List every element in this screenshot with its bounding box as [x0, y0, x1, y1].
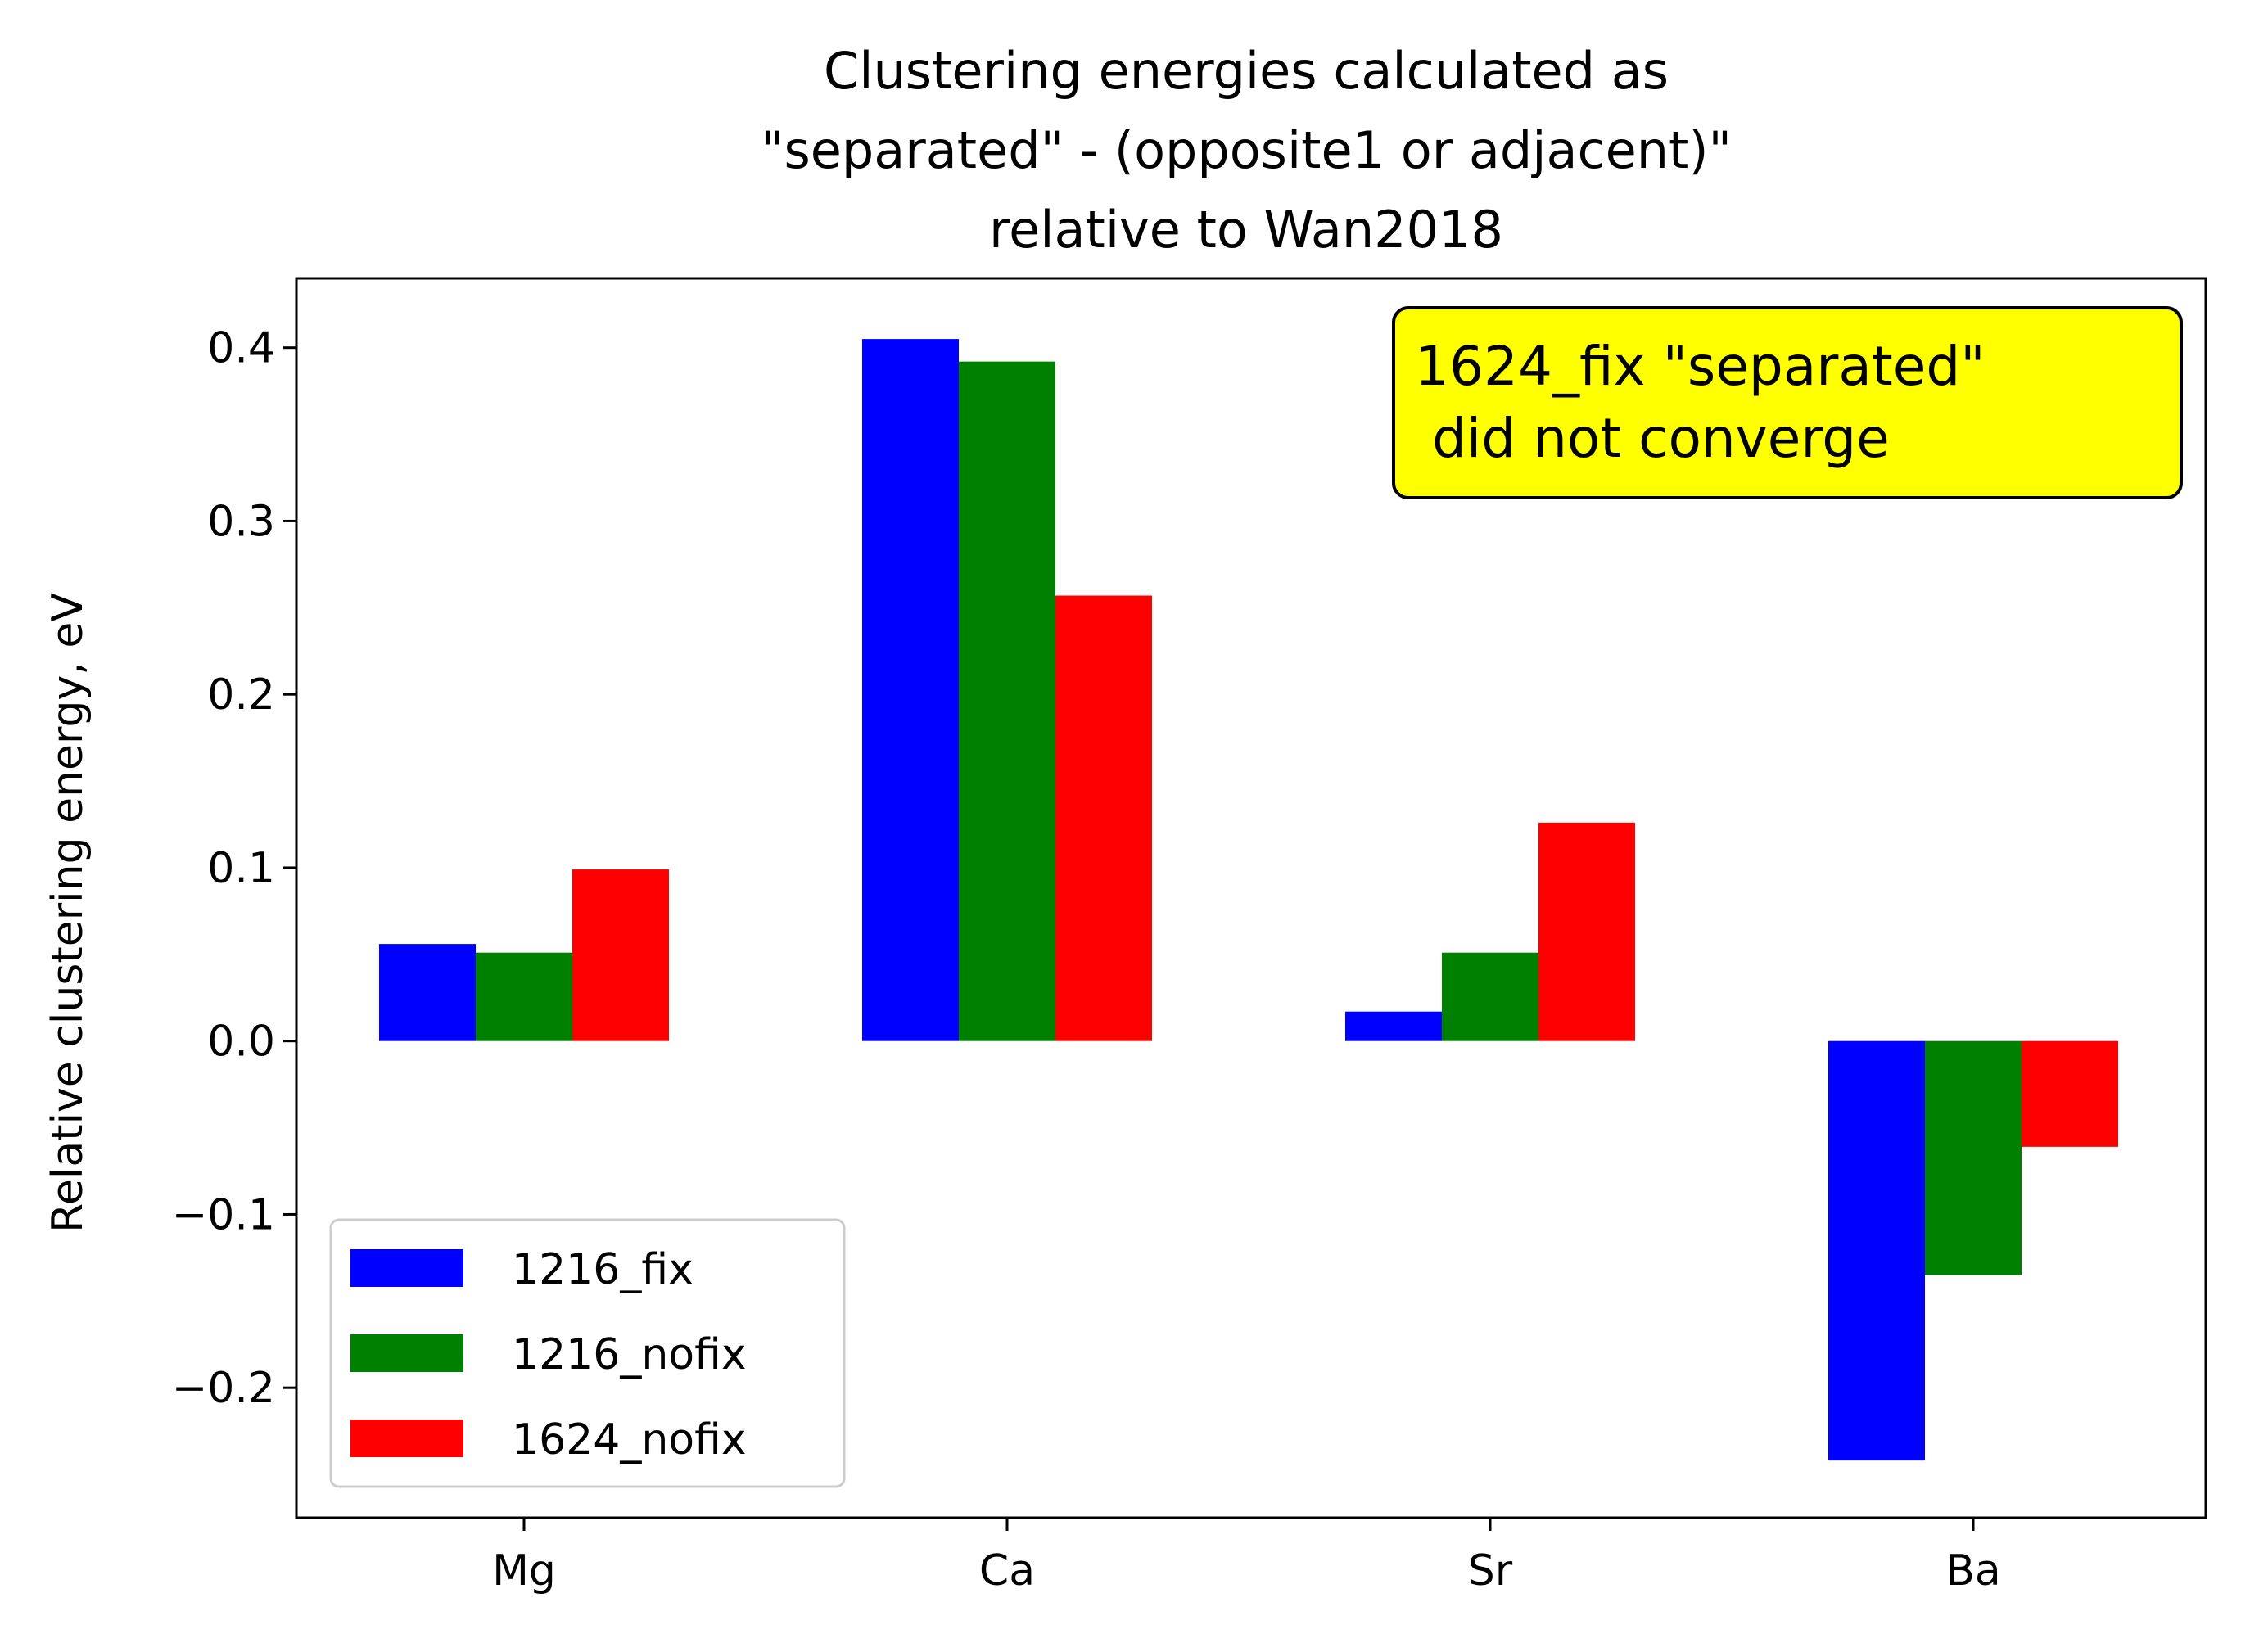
bar-1216_nofix-Mg: [476, 952, 572, 1041]
chart-title: Clustering energies calculated as "separ…: [761, 41, 1732, 260]
y-tick-label: 0.1: [207, 844, 275, 893]
bar-1624_nofix-Sr: [1538, 822, 1635, 1041]
bar-1624_nofix-Mg: [572, 869, 669, 1041]
bar-1216_nofix-Ca: [959, 361, 1055, 1041]
annotation-line-2: did not converge: [1415, 407, 1890, 470]
chart-title-line-2: "separated" - (opposite1 or adjacent)": [761, 120, 1732, 180]
legend: 1216_fix 1216_nofix 1624_nofix: [329, 1218, 846, 1488]
annotation-background: [1392, 306, 2183, 499]
bars: [379, 339, 2118, 1461]
legend-swatch-1624_nofix: [350, 1420, 463, 1457]
y-tick-label: 0.2: [207, 670, 275, 720]
x-tick-label: Ca: [979, 1546, 1035, 1596]
chart-title-line-3: relative to Wan2018: [989, 200, 1503, 260]
annotation-box: 1624_fix "separated" did not converge: [1392, 306, 2183, 499]
legend-label: 1624_nofix: [512, 1415, 747, 1465]
y-tick-label: 0.3: [207, 497, 275, 546]
legend-items: 1216_fix 1216_nofix 1624_nofix: [350, 1245, 747, 1465]
y-ticks: −0.2 −0.1 0.0 0.1 0.2 0.3 0.4: [172, 324, 296, 1413]
legend-swatch-1216_fix: [350, 1249, 463, 1287]
plot-frame: [295, 277, 2207, 1519]
legend-swatch-1216_nofix: [350, 1334, 463, 1372]
annotation-line-1: 1624_fix "separated": [1415, 335, 1986, 398]
chart-title-line-1: Clustering energies calculated as: [824, 41, 1669, 101]
y-tick-label: −0.1: [172, 1190, 275, 1239]
x-ticks: Mg Ca Sr Ba: [492, 1518, 2001, 1596]
y-tick-label: 0.4: [207, 324, 275, 373]
bar-1216_fix-Ca: [862, 339, 959, 1041]
bar-1216_fix-Sr: [1345, 1011, 1442, 1041]
y-tick-label: 0.0: [207, 1018, 275, 1067]
y-tick-label: −0.2: [172, 1364, 275, 1413]
bar-1624_nofix-Ca: [1055, 595, 1152, 1041]
bar-1216_nofix-Ba: [1925, 1040, 2022, 1275]
bar-1624_nofix-Ba: [2022, 1040, 2118, 1147]
x-tick-label: Sr: [1468, 1546, 1513, 1596]
bar-1216_fix-Ba: [1828, 1040, 1925, 1461]
y-axis-label: Relative clustering energy, eV: [43, 593, 93, 1233]
x-tick-label: Mg: [492, 1546, 556, 1596]
bar-1216_fix-Mg: [379, 944, 476, 1041]
bar-1216_nofix-Sr: [1442, 952, 1538, 1041]
x-tick-label: Ba: [1945, 1546, 2001, 1596]
legend-label: 1216_nofix: [512, 1330, 747, 1379]
legend-label: 1216_fix: [512, 1245, 694, 1294]
